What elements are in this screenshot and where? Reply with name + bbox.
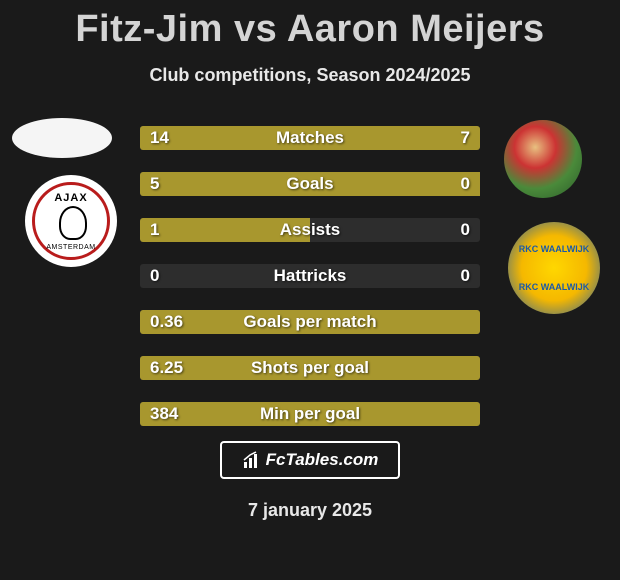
page-title: Fitz-Jim vs Aaron Meijers [0,0,620,51]
bar-label: Goals per match [243,312,376,332]
bar-value-right: 0 [461,220,470,240]
stat-row: Min per goal 384 [140,402,480,426]
bar-value-left: 6.25 [150,358,183,378]
subtitle: Club competitions, Season 2024/2025 [0,65,620,86]
player-right-avatar [504,120,582,198]
bar-value-left: 384 [150,404,178,424]
ajax-text-top: AJAX [54,192,87,204]
bar-value-right: 0 [461,266,470,286]
bar-value-left: 5 [150,174,159,194]
bar-value-right: 7 [461,128,470,148]
stat-row: Matches 14 7 [140,126,480,150]
bar-label: Matches [276,128,344,148]
stat-row: Goals 5 0 [140,172,480,196]
bar-label: Hattricks [274,266,347,286]
bar-label: Assists [280,220,340,240]
rkc-text-1: RKC WAALWIJK [519,244,590,254]
stat-row: Goals per match 0.36 [140,310,480,334]
ajax-logo: AJAX AMSTERDAM [32,182,110,260]
ajax-face-icon [55,204,87,244]
player-left-avatar [12,118,112,158]
bar-value-right: 0 [461,174,470,194]
bar-label: Min per goal [260,404,360,424]
club-left-logo: AJAX AMSTERDAM [25,175,117,267]
bar-label: Shots per goal [251,358,369,378]
bar-value-left: 0 [150,266,159,286]
stats-bars: Matches147Goals50Assists10Hattricks00Goa… [140,126,480,448]
date-text: 7 january 2025 [248,500,372,521]
stat-row: Hattricks 0 0 [140,264,480,288]
chart-icon [242,450,262,470]
rkc-text-2: RKC WAALWIJK [519,282,590,292]
bar-value-left: 14 [150,128,169,148]
bar-value-left: 0.36 [150,312,183,332]
stat-row: Shots per goal 6.25 [140,356,480,380]
stat-row: Assists 1 0 [140,218,480,242]
bar-label: Goals [286,174,333,194]
brand-text: FcTables.com [266,450,379,470]
ajax-text-bottom: AMSTERDAM [46,244,95,251]
club-right-logo: RKC WAALWIJK RKC WAALWIJK [508,222,600,314]
bar-value-left: 1 [150,220,159,240]
brand-badge[interactable]: FcTables.com [220,441,400,479]
